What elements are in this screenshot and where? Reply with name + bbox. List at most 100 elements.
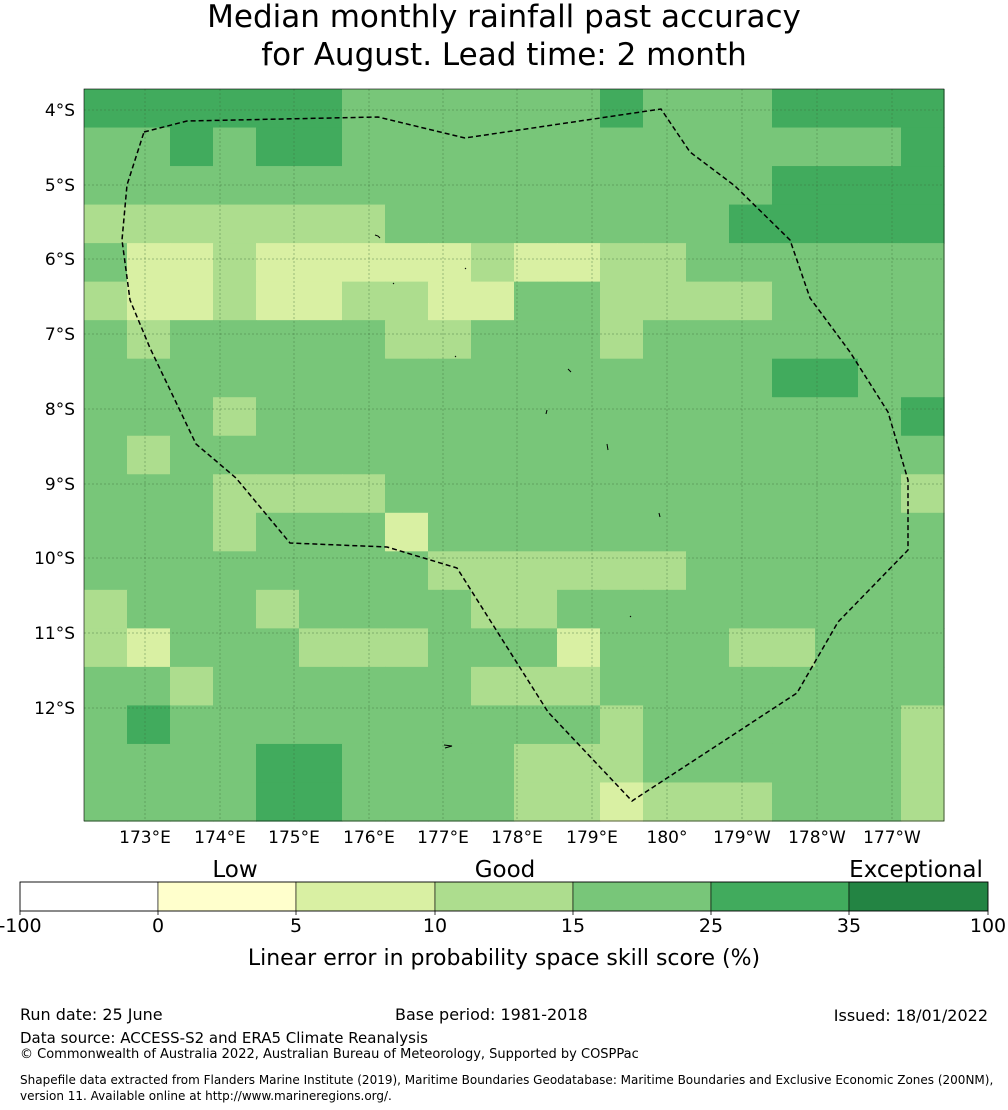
grid-cell: [514, 243, 558, 283]
grid-cell: [127, 397, 171, 437]
grid-cell: [557, 474, 601, 514]
grid-cell: [84, 782, 128, 822]
grid-cell: [686, 397, 730, 437]
longitude-label: 178°W: [788, 828, 846, 848]
grid-cell: [600, 512, 644, 552]
grid-cell: [213, 589, 257, 629]
grid-cell: [84, 474, 128, 514]
colorbar-segment: [710, 881, 850, 912]
grid-cell: [557, 666, 601, 707]
grid-cell: [901, 204, 945, 244]
eez-boundary: [121, 108, 909, 802]
grid-cell: [729, 589, 773, 629]
grid-cell: [686, 204, 730, 244]
grid-cell: [600, 551, 644, 591]
grid-cell: [170, 512, 214, 552]
grid-cell: [342, 243, 386, 283]
grid-cell: [342, 358, 386, 398]
grid-cell: [815, 628, 859, 668]
grid-cell: [557, 589, 601, 629]
grid-cell: [514, 474, 558, 514]
grid-cell: [299, 358, 343, 398]
grid-cell: [428, 666, 472, 707]
grid-cell: [729, 512, 773, 552]
longitude-label: 179°E: [566, 828, 618, 848]
grid-cell: [213, 166, 257, 206]
grid-cell: [342, 589, 386, 629]
grid-cell: [256, 397, 300, 437]
grid-cell: [256, 705, 300, 745]
grid-cell: [299, 166, 343, 206]
grid-cell: [600, 281, 644, 321]
grid-cell: [84, 666, 128, 707]
grid-cell: [600, 397, 644, 437]
grid-cell: [729, 397, 773, 437]
grid-cell: [170, 281, 214, 321]
grid-cell: [299, 512, 343, 552]
grid-cell: [299, 743, 343, 784]
colorbar-tick-label: 0: [152, 915, 164, 937]
shapefile-credit: Shapefile data extracted from Flanders M…: [20, 1073, 994, 1103]
grid-cell: [127, 281, 171, 321]
grid-cell: [901, 705, 945, 745]
grid-cell: [686, 320, 730, 360]
longitude-label: 175°E: [268, 828, 320, 848]
grid-cell: [858, 628, 902, 668]
grid-cell: [213, 127, 257, 167]
colorbar-segment: [434, 881, 574, 912]
grid-cell: [643, 743, 687, 784]
grid-cell: [729, 243, 773, 283]
grid-cell: [342, 89, 386, 129]
grid-cell: [428, 89, 472, 129]
grid-cell: [299, 666, 343, 707]
colorbar-tick-label: 15: [561, 915, 585, 937]
colorbar-segment: [157, 881, 297, 912]
colorbar-segments: [19, 881, 989, 912]
grid-cell: [514, 589, 558, 629]
grid-cell: [815, 743, 859, 784]
colorbar-tick-label: 25: [699, 915, 723, 937]
grid-cell: [385, 358, 429, 398]
grid-cell: [772, 166, 816, 206]
base-period: Base period: 1981-2018: [395, 1005, 588, 1024]
grid-cell: [428, 435, 472, 475]
grid-cell: [815, 204, 859, 244]
grid-cell: [643, 243, 687, 283]
grid-cell: [428, 320, 472, 360]
grid-cell: [514, 358, 558, 398]
grid-cell: [815, 705, 859, 745]
grid-cell: [815, 243, 859, 283]
category-exceptional: Exceptional: [849, 857, 983, 883]
grid-cell: [686, 89, 730, 129]
grid-cell: [170, 204, 214, 244]
grid-cell: [84, 397, 128, 437]
grid-cell: [729, 474, 773, 514]
colorbar-segment: [295, 881, 436, 912]
colorbar-tick-label: 35: [837, 915, 861, 937]
latitude-label: 7°S: [45, 325, 75, 345]
grid-cell: [471, 512, 515, 552]
island: [392, 282, 395, 285]
grid-cell: [772, 743, 816, 784]
grid-cell: [858, 435, 902, 475]
grid-cell: [213, 358, 257, 398]
grid-cell: [815, 512, 859, 552]
grid-cell: [858, 397, 902, 437]
grid-cell: [514, 512, 558, 552]
grid-cell: [858, 666, 902, 707]
grid-cell: [514, 320, 558, 360]
grid-cell: [557, 782, 601, 822]
grid-cell: [471, 589, 515, 629]
grid-cell: [557, 705, 601, 745]
grid-cell: [127, 358, 171, 398]
grid-cell: [170, 166, 214, 206]
longitude-label: 174°E: [194, 828, 246, 848]
grid-cell: [84, 320, 128, 360]
grid-cell: [815, 782, 859, 822]
grid-cell: [299, 204, 343, 244]
island: [374, 234, 381, 239]
grid-cell: [643, 705, 687, 745]
grid-cell: [729, 435, 773, 475]
grid-cell: [901, 358, 945, 398]
grid-cell: [170, 743, 214, 784]
